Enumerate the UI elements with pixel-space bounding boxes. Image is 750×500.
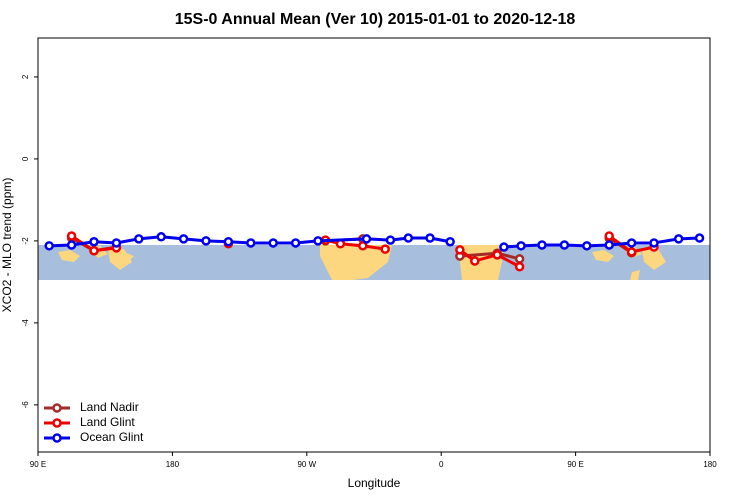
point [246, 238, 256, 248]
point [514, 254, 525, 264]
y-tick-label: -4 [21, 319, 30, 327]
x-tick-label: 0 [439, 460, 444, 469]
x-tick-label: 180 [703, 460, 717, 469]
point [134, 234, 144, 244]
y-tick-label: 2 [21, 74, 30, 79]
point [445, 236, 455, 247]
point [156, 232, 166, 242]
legend-label: Land Glint [80, 415, 135, 429]
y-tick-label: 0 [21, 156, 30, 161]
point [385, 235, 396, 245]
land [592, 246, 666, 280]
legend-swatch-point [52, 403, 62, 413]
point [470, 256, 480, 266]
x-tick-label: 90 W [297, 460, 316, 469]
y-tick-label: -6 [21, 401, 30, 409]
point [361, 234, 372, 244]
point [559, 240, 570, 250]
plot-frame [37, 37, 711, 453]
legend-swatch-point [52, 418, 62, 428]
point [89, 245, 99, 256]
point [626, 247, 637, 257]
x-tick-label: 90 E [567, 460, 583, 469]
point [604, 231, 614, 241]
point [537, 240, 547, 250]
point [455, 245, 465, 255]
point [582, 241, 592, 251]
point [201, 236, 211, 246]
map-strip [38, 245, 710, 280]
chart-title: 15S-0 Annual Mean (Ver 10) 2015-01-01 to… [175, 11, 576, 28]
point [313, 236, 323, 246]
legend-swatch-point [52, 433, 62, 443]
point [604, 240, 614, 250]
point [425, 233, 435, 243]
point [89, 236, 99, 247]
point [380, 244, 390, 254]
point [66, 231, 77, 241]
x-axis-label: Longitude [348, 476, 401, 490]
land [320, 245, 392, 280]
x-tick-label: 180 [166, 460, 180, 469]
y-tick-label: -2 [21, 237, 30, 245]
y-axis-label: XCO2 - MLO trend (ppm) [0, 178, 14, 313]
legend-label: Ocean Glint [80, 430, 144, 444]
point [514, 261, 525, 272]
point [66, 240, 77, 250]
point [492, 250, 502, 260]
point [499, 242, 509, 252]
point [358, 241, 368, 251]
point [223, 236, 234, 247]
point [694, 233, 705, 243]
point [649, 238, 659, 248]
point [516, 241, 526, 251]
point [626, 238, 637, 248]
point [403, 233, 414, 243]
point [44, 241, 54, 251]
point [178, 234, 189, 244]
point [673, 234, 684, 244]
legend-label: Land Nadir [80, 400, 139, 414]
point [268, 238, 278, 248]
point [111, 238, 122, 248]
x-tick-label: 90 E [30, 460, 46, 469]
point [290, 238, 301, 248]
